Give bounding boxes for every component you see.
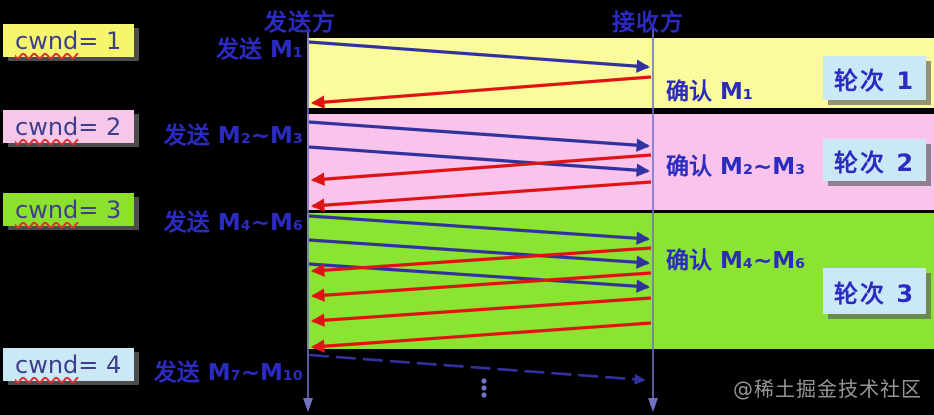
watermark: @稀土掘金技术社区 bbox=[733, 377, 922, 401]
send-label-round-2: 发送 M₂~M₃ bbox=[163, 123, 303, 149]
cwnd-value: = 3 bbox=[78, 195, 122, 224]
round-badge-2: 轮次 2 bbox=[823, 139, 926, 181]
cwnd-value: = 1 bbox=[78, 26, 122, 55]
cwnd-value: = 4 bbox=[78, 350, 122, 379]
cwnd-box-round-1: cwnd = 1 bbox=[3, 24, 134, 57]
sender-column-label: 发送方 bbox=[264, 10, 336, 36]
cwnd-box-round-2: cwnd = 2 bbox=[3, 110, 134, 143]
ack-label-round-1: 确认 M₁ bbox=[666, 79, 753, 105]
ack-label-round-2: 确认 M₂~M₃ bbox=[666, 154, 806, 180]
ack-label-round-3: 确认 M₄~M₆ bbox=[666, 248, 806, 274]
cwnd-box-round-4: cwnd = 4 bbox=[3, 348, 134, 381]
cwnd-word: cwnd bbox=[15, 195, 79, 224]
send-label-round-3: 发送 M₄~M₆ bbox=[163, 210, 303, 236]
round-badge-3: 轮次 3 bbox=[823, 268, 926, 314]
cwnd-word: cwnd bbox=[15, 350, 79, 379]
cwnd-word: cwnd bbox=[15, 26, 79, 55]
send-label-round-1: 发送 M₁ bbox=[216, 37, 303, 63]
receiver-column-label: 接收方 bbox=[612, 10, 684, 36]
send-label-round-4: 发送 M₇~M₁₀ bbox=[153, 360, 303, 386]
cwnd-word: cwnd bbox=[15, 112, 79, 141]
cwnd-box-round-3: cwnd = 3 bbox=[3, 193, 134, 226]
cwnd-value: = 2 bbox=[78, 112, 122, 141]
round-badge-1: 轮次 1 bbox=[823, 56, 926, 100]
